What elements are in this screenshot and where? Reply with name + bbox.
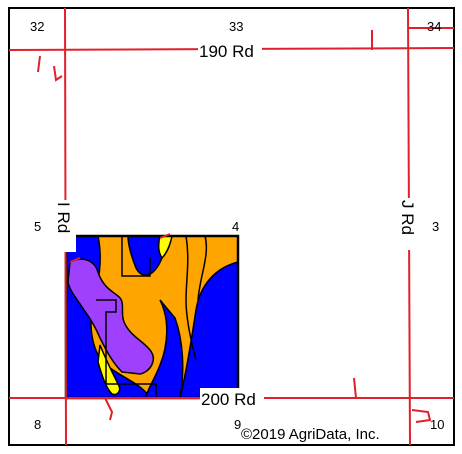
- section-label: 32: [30, 19, 44, 34]
- soil-boundary-line: [197, 235, 208, 301]
- road-label-bg: [56, 200, 76, 252]
- soil-boundary-line: [121, 236, 151, 277]
- section-label: 4: [232, 219, 239, 234]
- soil-boundary-line: [96, 299, 157, 398]
- section-labels: 32 33 34 5 4 3 8 9 10: [30, 19, 444, 432]
- road-spur: [159, 233, 171, 239]
- copyright-text: ©2019 AgriData, Inc.: [241, 426, 380, 443]
- road-label-190-rd: 190 Rd: [199, 42, 254, 61]
- section-label: 33: [229, 19, 243, 34]
- road-label-i-rd: I Rd: [54, 202, 73, 233]
- road-spur: [53, 65, 63, 82]
- section-label: 8: [34, 417, 41, 432]
- road-spur: [37, 55, 41, 73]
- road-labels: 190 Rd 200 Rd I Rd J Rd: [54, 40, 420, 409]
- road-label-j-rd: J Rd: [398, 200, 417, 235]
- road-spur: [353, 377, 357, 399]
- soil-unit-blue-inner-2: [143, 299, 184, 399]
- section-label: 34: [427, 19, 441, 34]
- soil-parcel: [64, 234, 240, 400]
- section-label: 3: [432, 219, 439, 234]
- road-spur: [411, 409, 432, 423]
- section-label: 10: [430, 417, 444, 432]
- soil-unit-purple: [67, 258, 154, 375]
- road-spur: [69, 257, 81, 263]
- section-label: 5: [34, 219, 41, 234]
- soil-unit-yellow: [97, 344, 121, 396]
- soil-unit-yellow-2: [157, 235, 173, 260]
- road-spur: [104, 397, 114, 421]
- road-label-bg: [198, 40, 262, 60]
- soil-boundary-line: [185, 235, 197, 361]
- road-label-200-rd: 200 Rd: [201, 390, 256, 409]
- section-label: 9: [234, 417, 241, 432]
- road-label-bg: [400, 198, 420, 250]
- road-label-bg: [200, 388, 264, 408]
